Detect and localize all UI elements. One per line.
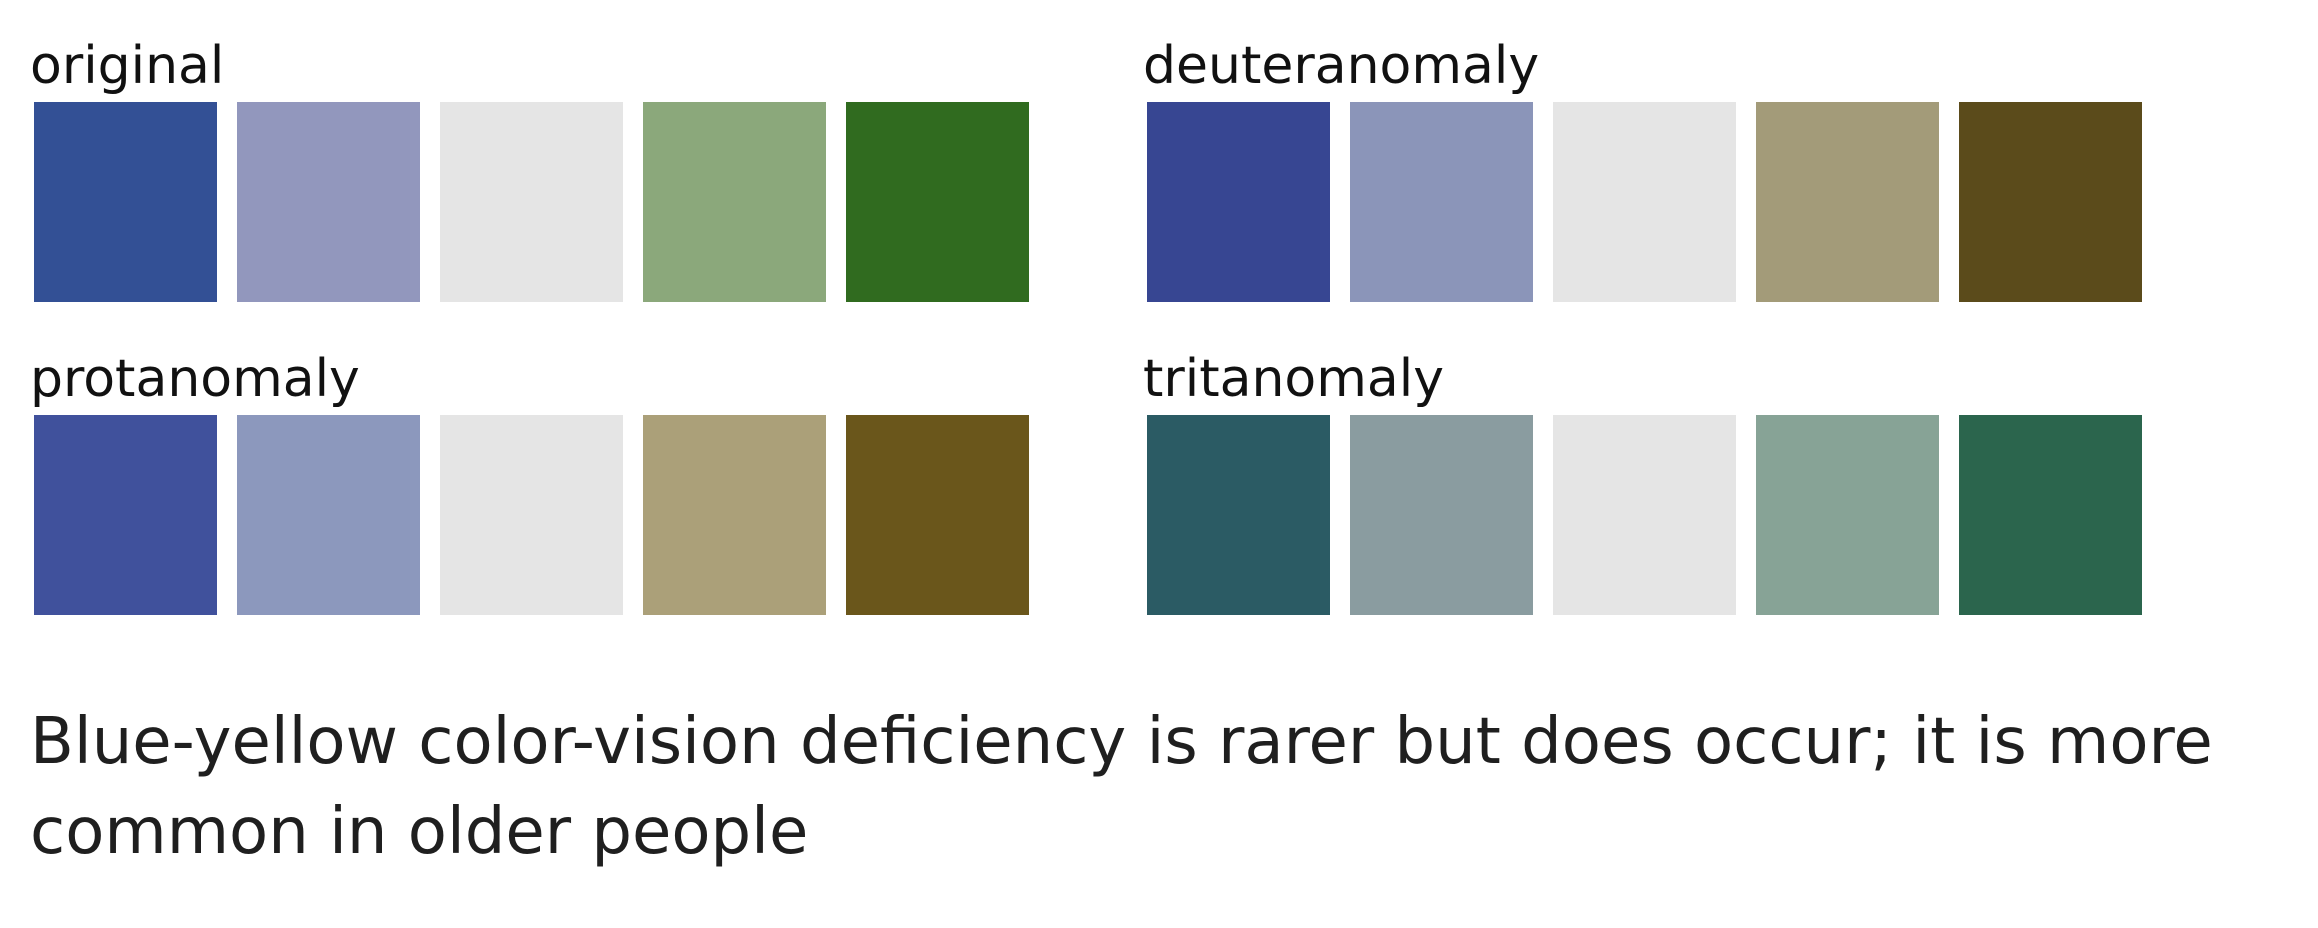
- swatch-deuteranomaly-2: [1350, 102, 1533, 302]
- swatch-protanomaly-5: [846, 415, 1029, 615]
- swatch-tritanomaly-1: [1147, 415, 1330, 615]
- swatch-original-5: [846, 102, 1029, 302]
- swatch-deuteranomaly-1: [1147, 102, 1330, 302]
- swatch-tritanomaly-5: [1959, 415, 2142, 615]
- caption: Blue-yellow color-vision deficiency is r…: [30, 697, 2230, 877]
- panel-label-original: original: [30, 36, 225, 96]
- swatch-original-1: [34, 102, 217, 302]
- swatch-original-4: [643, 102, 826, 302]
- swatch-protanomaly-3: [440, 415, 623, 615]
- swatch-tritanomaly-2: [1350, 415, 1533, 615]
- swatch-tritanomaly-3: [1553, 415, 1736, 615]
- panel-label-protanomaly: protanomaly: [30, 349, 360, 409]
- panel-label-tritanomaly: tritanomaly: [1143, 349, 1444, 409]
- swatch-deuteranomaly-5: [1959, 102, 2142, 302]
- swatch-original-2: [237, 102, 420, 302]
- swatch-protanomaly-4: [643, 415, 826, 615]
- caption-line-1: Blue-yellow color-vision deficiency is r…: [30, 705, 2213, 779]
- swatch-protanomaly-2: [237, 415, 420, 615]
- swatch-protanomaly-1: [34, 415, 217, 615]
- panel-label-deuteranomaly: deuteranomaly: [1143, 36, 1540, 96]
- swatch-original-3: [440, 102, 623, 302]
- swatch-deuteranomaly-3: [1553, 102, 1736, 302]
- swatch-tritanomaly-4: [1756, 415, 1939, 615]
- swatch-deuteranomaly-4: [1756, 102, 1939, 302]
- caption-line-2: common in older people: [30, 795, 809, 869]
